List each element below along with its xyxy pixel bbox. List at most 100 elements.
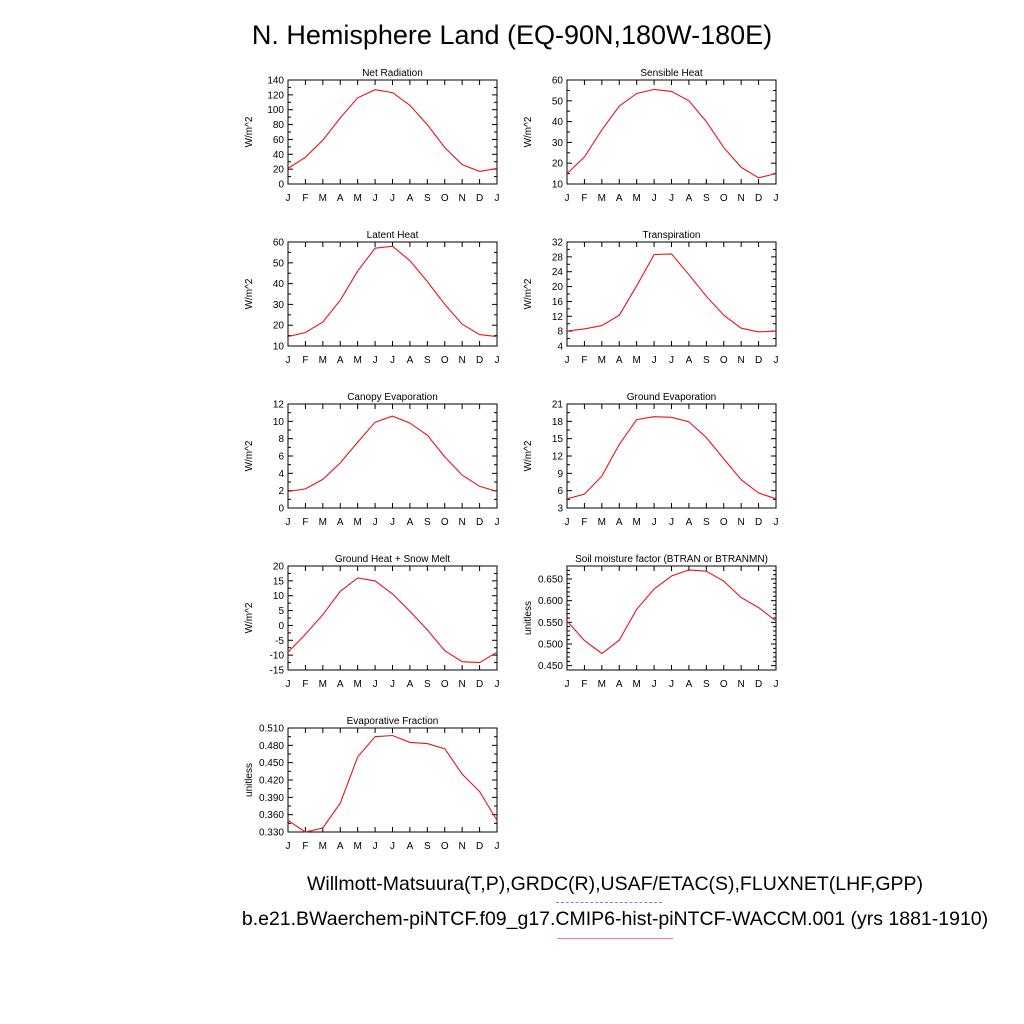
y-tick-label: 50 (552, 96, 564, 107)
panel-title: Canopy Evaporation (347, 392, 438, 403)
x-tick-label: J (286, 841, 291, 852)
y-tick-label: 0.600 (538, 596, 563, 607)
series-line (287, 734, 498, 833)
series-line (287, 89, 498, 172)
x-tick-label: D (755, 679, 762, 690)
y-tick-label: 20 (273, 321, 285, 332)
x-tick-label: J (652, 193, 657, 204)
y-tick-label: 80 (273, 120, 285, 131)
y-tick-label: 12 (273, 400, 285, 411)
x-tick-label: A (686, 193, 693, 204)
x-tick-label: F (581, 193, 587, 204)
y-tick-label: 24 (552, 267, 564, 278)
y-tick-label: 0.510 (259, 724, 284, 735)
x-tick-label: J (565, 679, 570, 690)
y-tick-label: 8 (557, 327, 563, 338)
y-tick-label: 0.360 (259, 810, 284, 821)
x-tick-label: M (598, 193, 606, 204)
x-tick-label: S (424, 841, 431, 852)
y-axis-label: W/m^2 (523, 116, 534, 147)
x-tick-label: J (373, 517, 378, 528)
y-tick-label: 0.550 (538, 618, 563, 629)
plot-frame (566, 565, 777, 671)
x-tick-label: J (669, 193, 674, 204)
y-tick-label: 30 (273, 300, 285, 311)
x-tick-label: O (441, 355, 449, 366)
y-tick-label: 60 (273, 238, 285, 249)
x-tick-label: M (353, 841, 361, 852)
y-tick-label: 0.500 (538, 640, 563, 651)
plot-frame (566, 403, 777, 509)
y-tick-label: 50 (273, 258, 285, 269)
y-tick-label: 12 (552, 312, 564, 323)
panel-title: Ground Evaporation (627, 392, 717, 403)
plot-frame (287, 79, 498, 185)
x-tick-label: J (652, 679, 657, 690)
x-tick-label: J (390, 517, 395, 528)
x-tick-label: J (495, 841, 500, 852)
y-tick-label: -10 (270, 651, 285, 662)
y-tick-label: 4 (557, 342, 563, 353)
x-tick-label: A (686, 355, 693, 366)
x-tick-label: M (598, 517, 606, 528)
y-tick-label: 40 (552, 117, 564, 128)
x-tick-label: N (459, 679, 466, 690)
x-tick-label: J (652, 355, 657, 366)
x-tick-label: J (286, 355, 291, 366)
chart-panel: Ground Heat + Snow Melt W/m^2 -15 -10 -5 0 5 10… (244, 554, 500, 690)
x-tick-label: J (495, 355, 500, 366)
x-tick-label: N (738, 193, 745, 204)
y-axis-label: unitless (244, 763, 255, 797)
x-tick-label: A (407, 193, 414, 204)
y-tick-label: 8 (278, 434, 284, 445)
y-tick-label: 15 (273, 576, 285, 587)
x-tick-label: S (703, 679, 710, 690)
panel-title: Soil moisture factor (BTRAN or BTRANMN) (575, 554, 768, 565)
x-tick-label: J (286, 517, 291, 528)
x-tick-label: A (616, 517, 623, 528)
plot-frame (287, 727, 498, 833)
x-tick-label: M (319, 355, 327, 366)
x-tick-label: A (337, 679, 344, 690)
x-tick-label: A (337, 355, 344, 366)
x-tick-label: M (598, 679, 606, 690)
y-tick-label: -5 (275, 636, 284, 647)
y-tick-label: 0.650 (538, 575, 563, 586)
x-tick-label: M (319, 679, 327, 690)
y-axis-label: W/m^2 (244, 440, 255, 471)
page-title: N. Hemisphere Land (EQ-90N,180W-180E) (251, 20, 773, 50)
y-tick-label: 10 (552, 180, 564, 191)
x-tick-label: N (459, 517, 466, 528)
x-tick-label: A (407, 841, 414, 852)
y-tick-label: 30 (552, 138, 564, 149)
y-tick-label: 6 (557, 486, 563, 497)
y-tick-label: 28 (552, 252, 564, 263)
series-line (287, 577, 498, 664)
x-tick-label: F (302, 193, 308, 204)
x-tick-label: J (669, 679, 674, 690)
x-tick-label: S (424, 193, 431, 204)
y-tick-label: 15 (552, 434, 564, 445)
x-tick-label: J (373, 193, 378, 204)
x-tick-label: O (720, 355, 728, 366)
x-tick-label: J (373, 355, 378, 366)
x-tick-label: F (581, 517, 587, 528)
plot-frame (566, 79, 777, 185)
x-tick-label: A (407, 679, 414, 690)
x-tick-label: J (774, 679, 779, 690)
x-tick-label: J (286, 193, 291, 204)
x-tick-label: J (390, 679, 395, 690)
y-tick-label: 20 (273, 165, 285, 176)
y-tick-label: 18 (552, 417, 564, 428)
x-tick-label: A (616, 679, 623, 690)
x-tick-label: O (720, 517, 728, 528)
x-tick-label: N (738, 679, 745, 690)
plot-frame (566, 241, 777, 347)
y-tick-label: 40 (273, 279, 285, 290)
y-tick-label: 10 (273, 342, 285, 353)
